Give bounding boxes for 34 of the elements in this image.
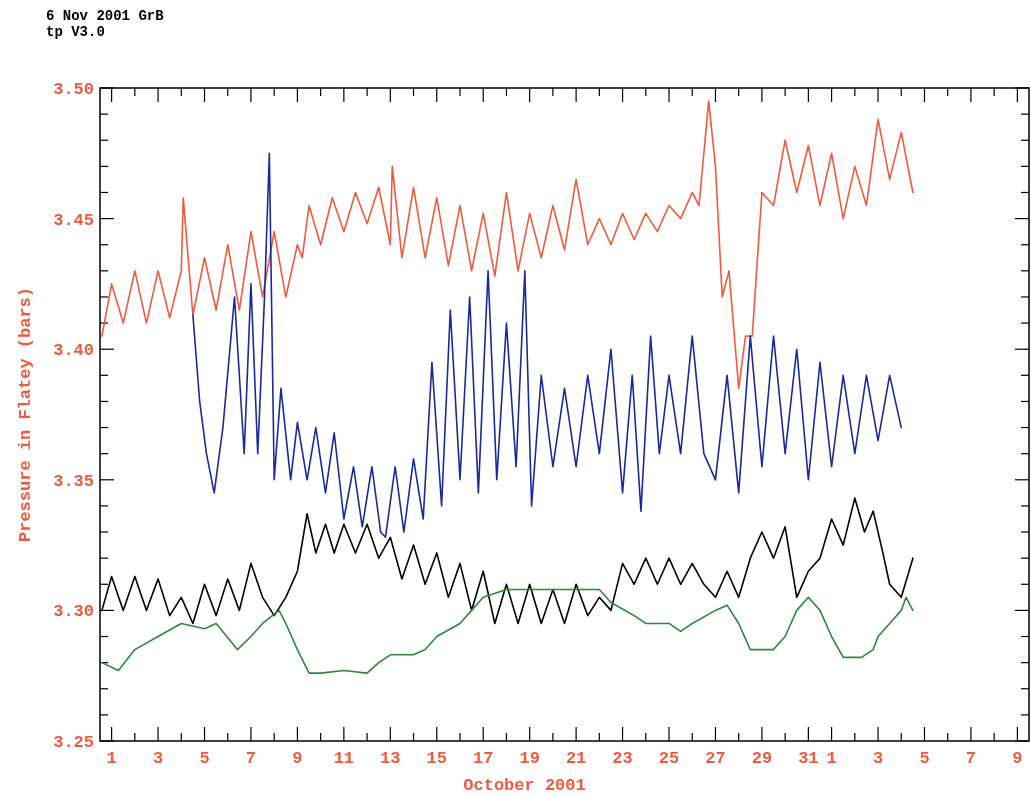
x-tick-label: 3 — [872, 749, 884, 768]
y-tick-label: 3.25 — [53, 733, 94, 752]
text: tp V3.0 — [46, 24, 105, 40]
x-tick-label: 5 — [919, 749, 930, 768]
line-series — [192, 152, 903, 539]
x-tick-label: 27 — [705, 749, 726, 768]
y-tick-label: 3.35 — [53, 471, 94, 491]
x-tick-label: 1 — [106, 749, 117, 768]
x-tick-label: 19 — [519, 749, 540, 768]
x-tick-label: 11 — [333, 749, 355, 768]
line-series — [101, 100, 914, 390]
x-axis-title: October 2001 — [463, 776, 586, 795]
text: 6 Nov 2001 GrB — [46, 8, 165, 24]
x-tick-label: 9 — [1012, 749, 1023, 768]
y-tick-label: 3.30 — [53, 602, 94, 622]
y-axis-title: Pressure in Flatey (bars) — [16, 286, 35, 543]
line-series — [101, 588, 914, 674]
x-tick-label: 29 — [751, 749, 773, 768]
x-tick-label: 7 — [965, 749, 977, 768]
y-tick-label: 3.50 — [53, 80, 94, 99]
y-tick-label: 3.45 — [53, 210, 94, 230]
x-tick-label: 15 — [426, 749, 447, 768]
x-tick-label: 5 — [199, 749, 210, 768]
x-tick-label: 21 — [565, 749, 587, 768]
x-tick-label: 9 — [292, 749, 303, 768]
x-tick-label: 25 — [658, 749, 680, 768]
x-tick-label: 3 — [152, 749, 164, 768]
x-tick-label: 1 — [826, 749, 837, 768]
x-tick-label: 17 — [473, 749, 494, 768]
x-tick-label: 13 — [380, 749, 401, 768]
y-tick-label: 3.40 — [53, 341, 94, 361]
x-tick-label: 23 — [612, 749, 633, 768]
x-tick-label: 31 — [798, 749, 819, 768]
x-tick-label: 7 — [245, 749, 257, 768]
